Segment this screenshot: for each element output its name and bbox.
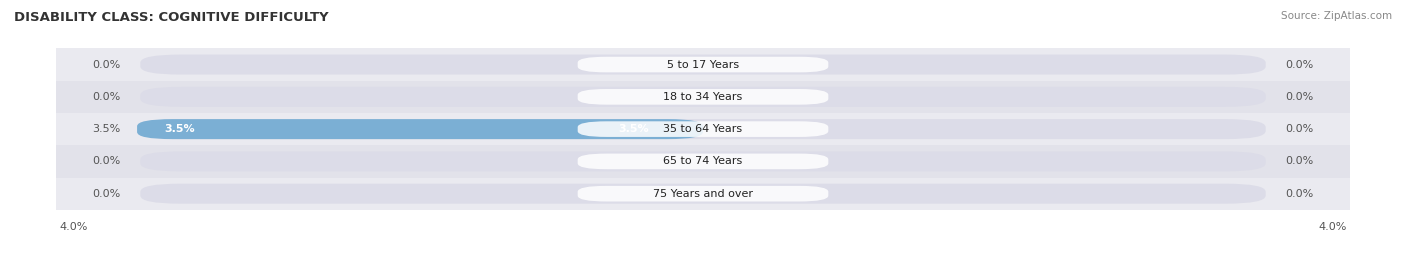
- Text: 5 to 17 Years: 5 to 17 Years: [666, 59, 740, 70]
- FancyBboxPatch shape: [578, 121, 828, 137]
- Text: 3.5%: 3.5%: [93, 124, 121, 134]
- FancyBboxPatch shape: [578, 57, 828, 72]
- Text: 4.0%: 4.0%: [59, 222, 87, 232]
- Text: 35 to 64 Years: 35 to 64 Years: [664, 124, 742, 134]
- Text: 75 Years and over: 75 Years and over: [652, 189, 754, 199]
- Text: 0.0%: 0.0%: [1285, 59, 1313, 70]
- Text: 0.0%: 0.0%: [93, 189, 121, 199]
- FancyBboxPatch shape: [56, 178, 1350, 210]
- FancyBboxPatch shape: [141, 55, 1265, 75]
- FancyBboxPatch shape: [578, 154, 828, 169]
- FancyBboxPatch shape: [56, 113, 1350, 145]
- FancyBboxPatch shape: [141, 87, 1265, 107]
- Text: 0.0%: 0.0%: [93, 156, 121, 167]
- FancyBboxPatch shape: [578, 89, 828, 105]
- FancyBboxPatch shape: [56, 145, 1350, 178]
- Text: 0.0%: 0.0%: [1285, 92, 1313, 102]
- FancyBboxPatch shape: [141, 151, 1265, 171]
- FancyBboxPatch shape: [56, 81, 1350, 113]
- FancyBboxPatch shape: [141, 184, 1265, 204]
- Text: 0.0%: 0.0%: [1285, 156, 1313, 167]
- Text: 3.5%: 3.5%: [619, 124, 648, 134]
- FancyBboxPatch shape: [578, 186, 828, 201]
- Text: 4.0%: 4.0%: [1319, 222, 1347, 232]
- Text: 0.0%: 0.0%: [93, 92, 121, 102]
- Text: 65 to 74 Years: 65 to 74 Years: [664, 156, 742, 167]
- Text: 18 to 34 Years: 18 to 34 Years: [664, 92, 742, 102]
- Text: 0.0%: 0.0%: [1285, 189, 1313, 199]
- FancyBboxPatch shape: [138, 119, 703, 139]
- FancyBboxPatch shape: [141, 119, 1265, 139]
- Text: 0.0%: 0.0%: [1285, 124, 1313, 134]
- Text: DISABILITY CLASS: COGNITIVE DIFFICULTY: DISABILITY CLASS: COGNITIVE DIFFICULTY: [14, 11, 329, 24]
- Text: 0.0%: 0.0%: [93, 59, 121, 70]
- Text: Source: ZipAtlas.com: Source: ZipAtlas.com: [1281, 11, 1392, 21]
- FancyBboxPatch shape: [56, 48, 1350, 81]
- Text: 3.5%: 3.5%: [165, 124, 195, 134]
